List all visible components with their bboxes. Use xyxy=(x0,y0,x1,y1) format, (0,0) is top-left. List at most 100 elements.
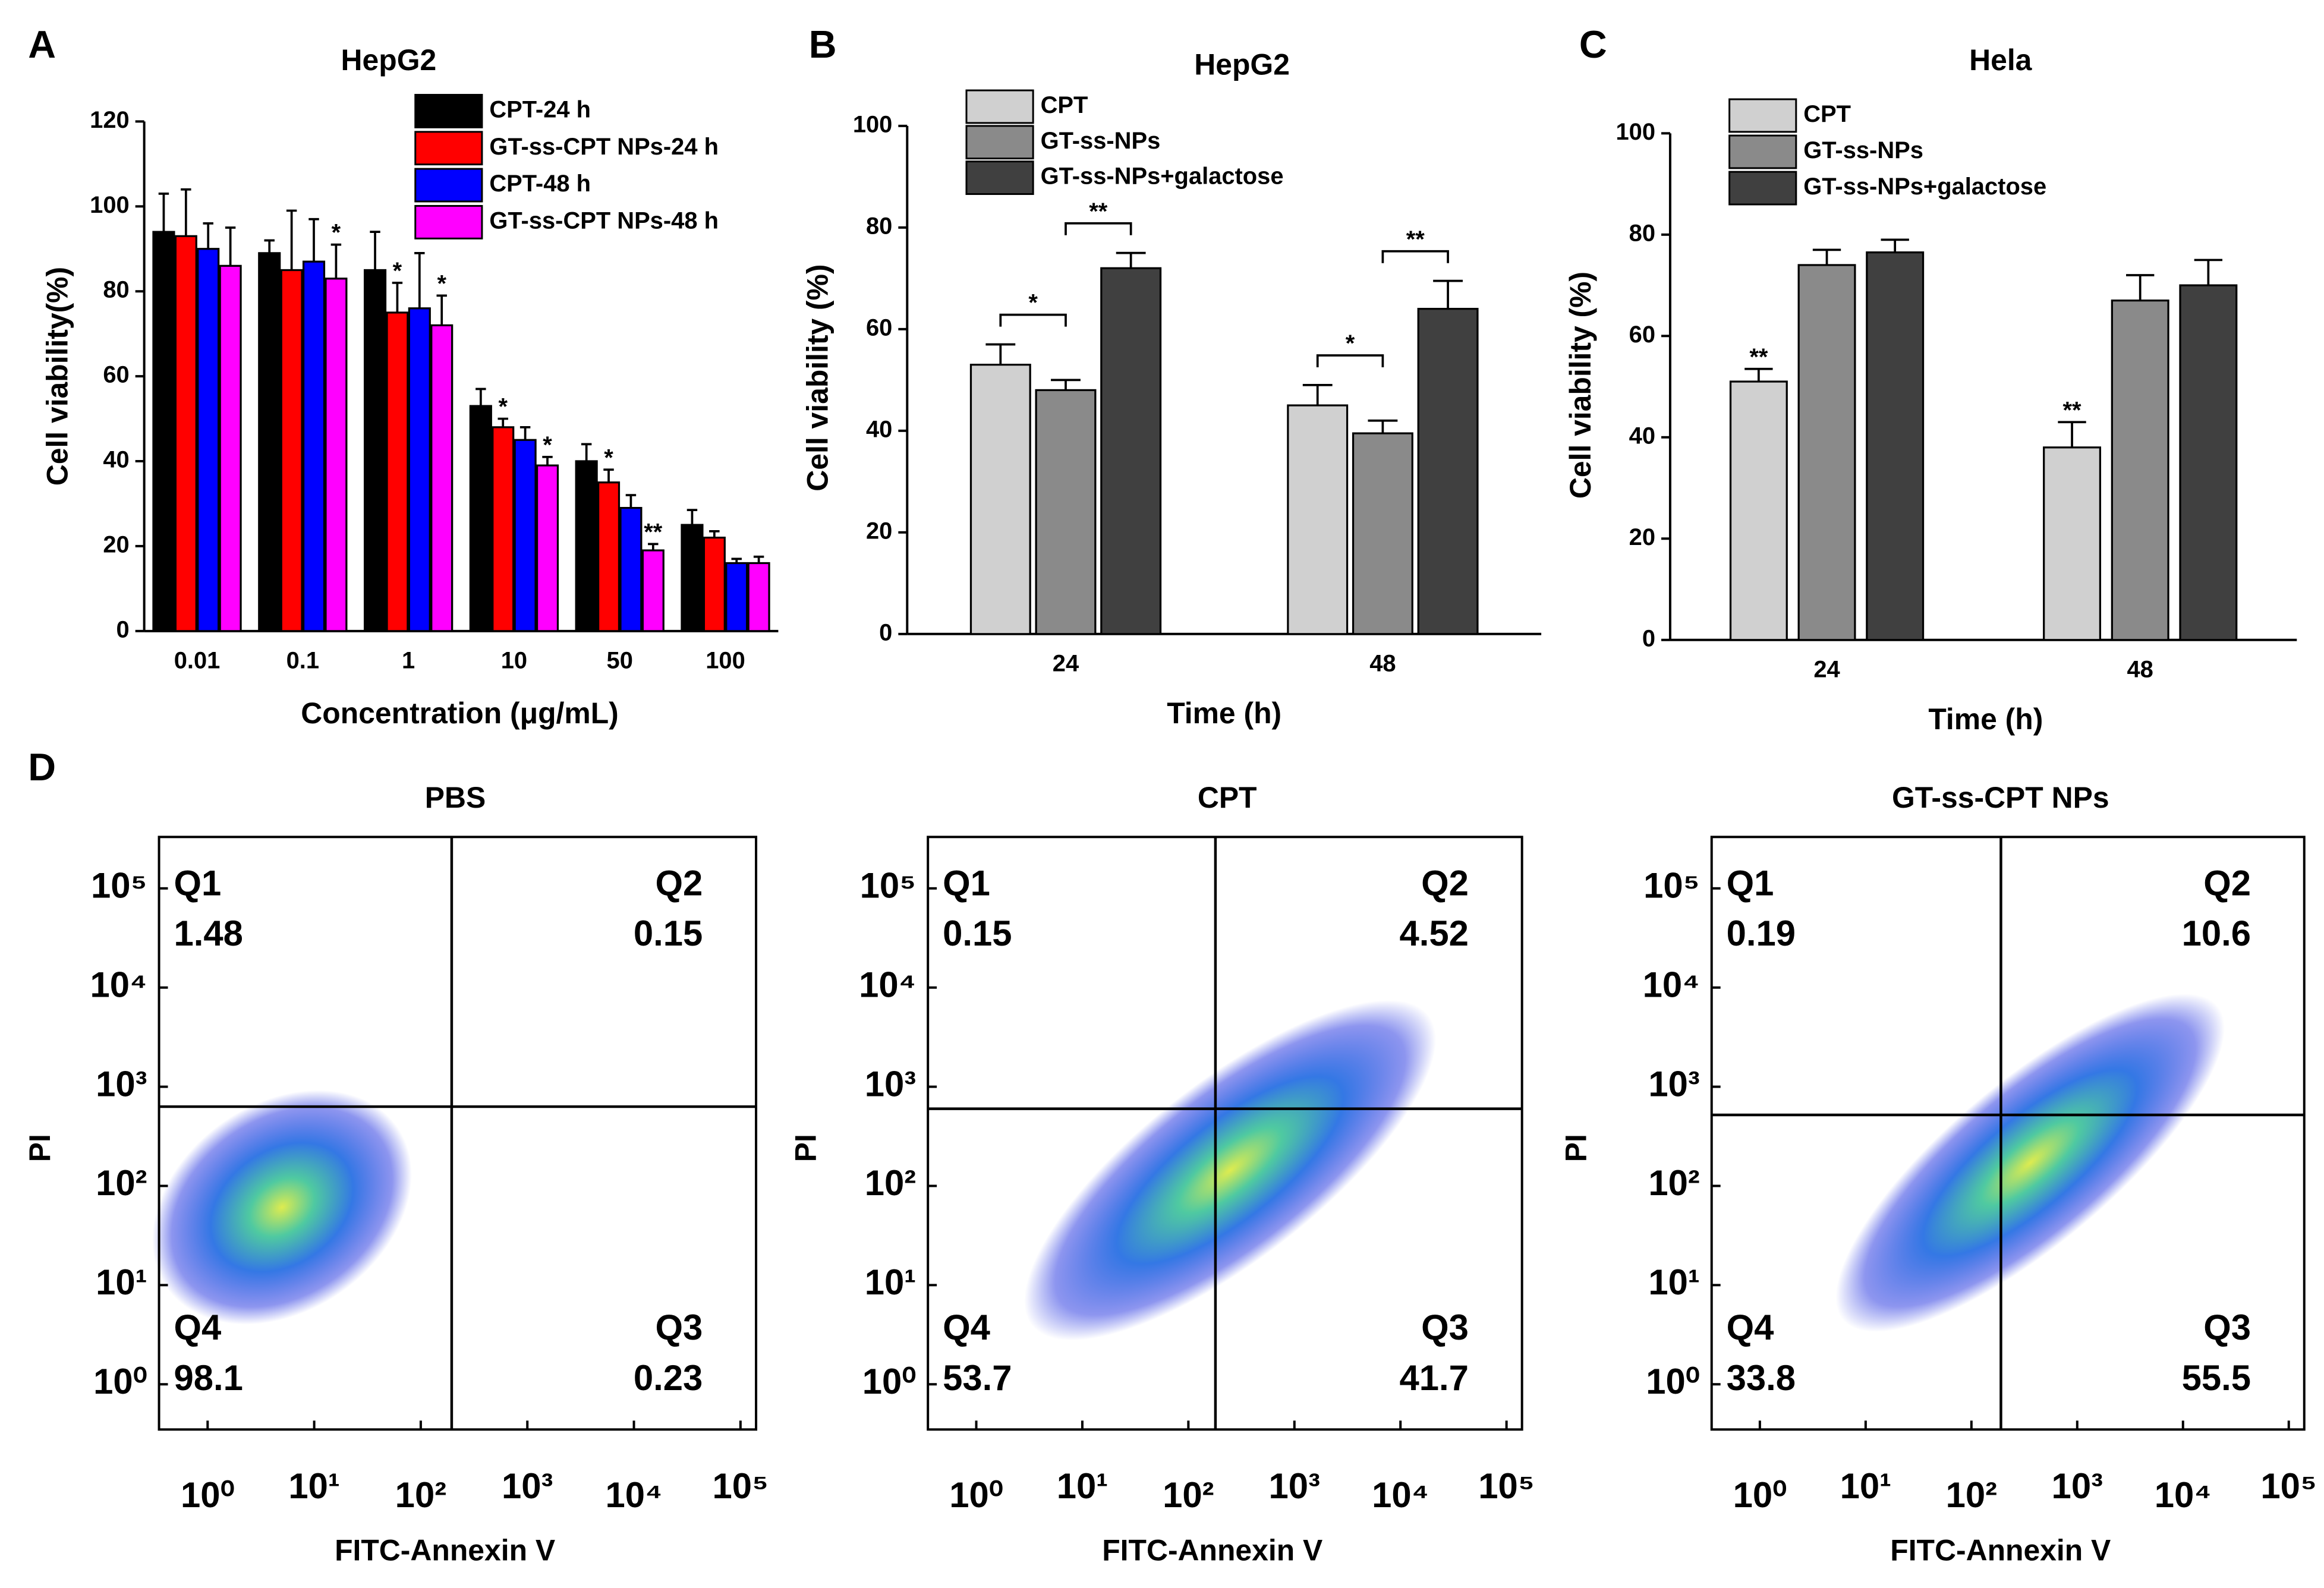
bar xyxy=(325,278,348,632)
bracket xyxy=(1381,250,1449,263)
x-axis-label: Time (h) xyxy=(1928,702,2043,736)
error-bar xyxy=(709,530,720,538)
y-tick-label: 0 xyxy=(879,619,892,645)
quadrant-value: 41.7 xyxy=(1400,1358,1469,1398)
bar xyxy=(1035,389,1097,635)
error-bar xyxy=(985,343,1016,365)
bar xyxy=(725,562,748,632)
quadrant-value: 33.8 xyxy=(1727,1358,1796,1398)
legend-label: GT-ss-CPT NPs-24 h xyxy=(489,134,719,160)
y-tick-label: 60 xyxy=(1629,322,1655,348)
y-axis-label: PI xyxy=(1560,1134,1593,1162)
legend-label: GT-ss-NPs+galactose xyxy=(1041,163,1284,190)
bar xyxy=(1287,404,1349,635)
error-bar xyxy=(308,218,319,262)
y-tick-label: 40 xyxy=(866,416,892,442)
error-bar xyxy=(2194,259,2223,286)
bar xyxy=(1417,308,1479,635)
legend-swatch xyxy=(414,94,483,128)
y-tick-label: 0 xyxy=(1642,625,1655,651)
quadrant-value: 98.1 xyxy=(174,1358,243,1398)
quadrant-name: Q2 xyxy=(656,863,703,903)
y-tick-label: 10⁴ xyxy=(859,965,916,1004)
y-tick-label: 80 xyxy=(1629,220,1655,246)
chart-title: Hela xyxy=(1969,43,2033,77)
bar xyxy=(536,464,559,632)
error-bar xyxy=(414,252,425,308)
y-axis-label: PI xyxy=(789,1134,822,1162)
bar xyxy=(747,562,770,632)
x-tick-label: 10³ xyxy=(2052,1466,2103,1506)
bar xyxy=(681,524,704,632)
y-tick-label: 10¹ xyxy=(96,1262,147,1302)
legend-label: GT-ss-NPs xyxy=(1803,137,1923,163)
y-tick-label: 10⁰ xyxy=(1646,1362,1700,1401)
error-bar xyxy=(497,417,508,427)
x-tick-label: 10² xyxy=(1946,1475,1997,1515)
chart-title: GT-ss-CPT NPs xyxy=(1892,781,2109,814)
panel-letter: A xyxy=(28,23,56,66)
x-tick-label: 10⁰ xyxy=(949,1475,1003,1515)
quadrant-value: 0.23 xyxy=(634,1358,703,1398)
y-tick-label: 100 xyxy=(853,111,893,137)
bar xyxy=(1352,432,1413,635)
error-bar xyxy=(1881,238,1909,253)
chart-title: HepG2 xyxy=(1194,48,1290,81)
legend-swatch xyxy=(965,125,1034,160)
y-tick-label: 10¹ xyxy=(865,1262,916,1302)
x-axis-label: Time (h) xyxy=(1167,697,1281,730)
error-bar xyxy=(648,543,659,551)
legend-swatch xyxy=(414,204,483,240)
panel-letter: D xyxy=(28,745,56,789)
legend-swatch xyxy=(1728,98,1797,133)
quadrant-name: Q1 xyxy=(1727,863,1774,903)
quadrant-name: Q1 xyxy=(174,863,221,903)
significance: ** xyxy=(2063,397,2082,423)
legend-swatch xyxy=(965,89,1034,124)
bar xyxy=(152,231,175,632)
error-bar xyxy=(436,294,447,326)
y-tick-label: 10⁰ xyxy=(93,1362,147,1401)
y-tick-label: 10⁰ xyxy=(862,1362,917,1401)
x-tick-label: 24 xyxy=(1053,651,1079,677)
bar xyxy=(280,269,303,632)
quadrant-value: 4.52 xyxy=(1400,913,1469,953)
bar xyxy=(258,252,281,632)
y-tick-label: 100 xyxy=(1616,119,1655,145)
quadrant-value: 55.5 xyxy=(2182,1358,2251,1398)
error-bar xyxy=(181,188,191,237)
bar xyxy=(575,460,598,632)
bar xyxy=(703,537,726,632)
y-tick-label: 10⁵ xyxy=(860,866,917,906)
quadrant-name: Q3 xyxy=(656,1307,703,1347)
x-tick-label: 10 xyxy=(501,648,527,674)
significance: * xyxy=(604,445,613,471)
x-tick-label: 1 xyxy=(402,648,415,674)
bracket-label: ** xyxy=(1089,198,1108,225)
bar xyxy=(1797,264,1856,641)
bar xyxy=(1729,380,1788,641)
y-tick-label: 120 xyxy=(90,107,130,133)
density xyxy=(1835,994,2225,1332)
legend-swatch xyxy=(414,131,483,166)
x-tick-label: 48 xyxy=(2127,657,2153,683)
legend-label: CPT-24 h xyxy=(489,96,591,122)
bar xyxy=(469,405,492,632)
y-tick-label: 10² xyxy=(1648,1163,1699,1203)
y-tick-label: 10⁵ xyxy=(1643,866,1700,906)
x-axis-label: FITC-Annexin V xyxy=(335,1533,555,1567)
y-tick-label: 10¹ xyxy=(1648,1262,1699,1302)
x-tick-label: 10⁰ xyxy=(181,1475,235,1515)
x-axis-label: Concentration (μg/mL) xyxy=(301,697,618,730)
error-bar xyxy=(1051,379,1081,390)
error-bar xyxy=(392,282,403,313)
x-tick-label: 10⁴ xyxy=(605,1475,662,1515)
error-bar xyxy=(286,209,297,270)
legend-swatch xyxy=(1728,134,1797,169)
y-tick-label: 10³ xyxy=(1648,1064,1699,1104)
bar xyxy=(597,481,621,632)
density xyxy=(1024,1000,1437,1341)
error-bar xyxy=(225,226,236,266)
legend-label: CPT xyxy=(1041,92,1088,118)
bar xyxy=(2043,446,2102,641)
